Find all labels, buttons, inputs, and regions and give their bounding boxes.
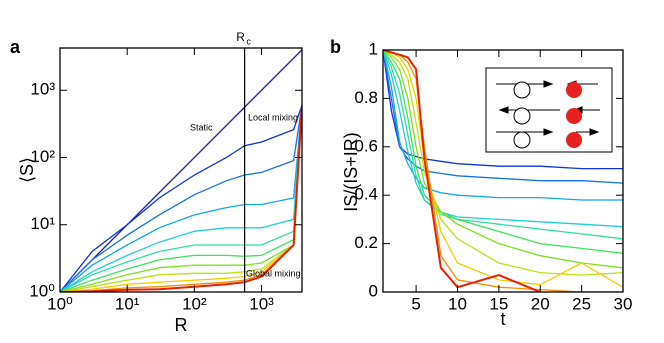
series-line [60, 105, 302, 292]
plot-frame [382, 49, 624, 293]
plot-frame [59, 47, 303, 293]
series-line [60, 105, 302, 292]
y-tick-label: 0.8 [354, 88, 378, 107]
annotation: Static [190, 122, 213, 132]
y-tick-label: 0 [369, 281, 378, 300]
annotation: Local mixing [248, 112, 298, 122]
x-tick-label: 25 [572, 294, 591, 313]
x-tick-label: 10³ [249, 294, 274, 313]
series-line [60, 105, 302, 292]
series-line [60, 49, 302, 292]
x-axis-label: R [175, 315, 188, 335]
series-line [383, 50, 623, 201]
reference-subscript: c [246, 36, 251, 46]
series-line [383, 50, 623, 228]
y-tick-label: 0.2 [354, 233, 378, 252]
series-line [60, 105, 302, 292]
x-tick-label: 10¹ [115, 294, 140, 313]
y-tick-label: 10¹ [30, 214, 55, 233]
series-line [60, 105, 302, 292]
y-tick-label: 10³ [30, 80, 55, 99]
y-tick-label: 10⁰ [29, 281, 55, 300]
series-line [60, 105, 302, 292]
x-tick-label: 15 [489, 294, 508, 313]
panel-label: a [10, 37, 21, 57]
x-tick-label: 20 [531, 294, 550, 313]
y-axis-label: IS/(IS+IR) [341, 132, 361, 212]
plot-lines [60, 49, 302, 292]
x-tick-label: 30 [614, 294, 633, 313]
y-tick-label: 0.4 [354, 185, 378, 204]
x-tick-label: 10⁰ [47, 294, 73, 313]
inset-diagram [485, 67, 613, 153]
series-line [60, 105, 302, 292]
x-tick-label: 10 [448, 294, 467, 313]
series-line [383, 50, 623, 184]
panel-label: b [330, 37, 341, 57]
panel: 5 10 15 20 25 30 0 0.2 0.4 0.6 0.8 1 b t IS/(IS+IR) [330, 37, 632, 329]
series-line [383, 50, 623, 288]
plot-lines [383, 50, 623, 292]
x-tick-label: 5 [411, 294, 420, 313]
y-tick-label: 0.6 [354, 136, 378, 155]
y-tick-label: 1 [369, 39, 378, 58]
series-line [383, 50, 541, 292]
y-axis-label: ⟨S⟩ [17, 157, 37, 183]
annotation: Global mixing [246, 268, 301, 278]
y-tick-label: 10² [30, 147, 55, 166]
reference-label: R [236, 30, 245, 44]
series-line [60, 104, 302, 292]
series-line [60, 105, 302, 292]
x-tick-label: 10² [182, 294, 207, 313]
series-line [60, 105, 302, 292]
series-line [60, 105, 302, 292]
x-axis-label: t [500, 309, 505, 329]
